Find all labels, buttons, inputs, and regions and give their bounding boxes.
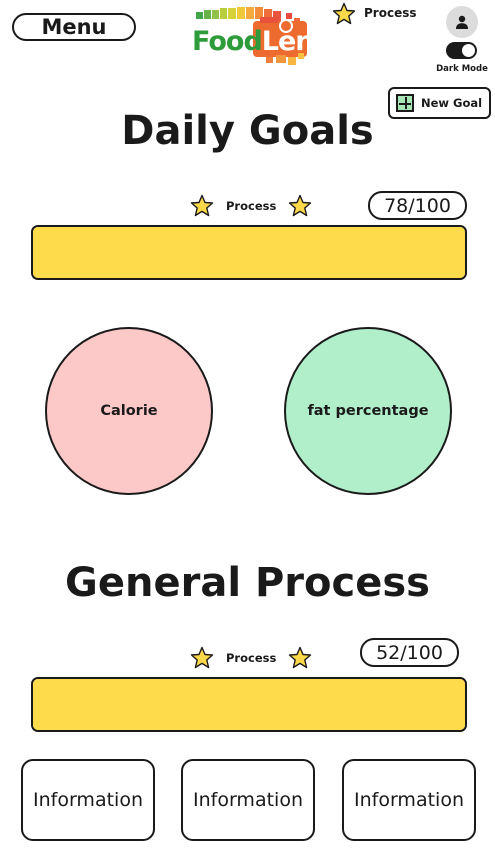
daily-goals-counter: 78/100 [368,191,467,220]
daily-goals-progress-fill [33,227,465,278]
information-card-3[interactable]: Information [342,759,476,841]
logo-text-lens: Lens [261,26,330,57]
dark-mode-toggle[interactable] [446,42,477,59]
logo-wordmark: FoodLens [192,26,330,58]
general-process-title: General Process [65,560,430,606]
star-icon [332,2,356,24]
daily-goals-progress-bar [31,225,467,280]
star-icon [190,646,214,669]
information-card-2[interactable]: Information [181,759,315,841]
daily-process-label-row: Process [190,194,312,217]
calorie-circle[interactable]: Calorie [45,327,213,495]
general-process-progress-bar [31,677,467,732]
daily-process-label: Process [226,198,277,213]
toggle-knob [462,44,475,57]
calorie-label: Calorie [100,403,158,419]
general-process-label: Process [226,650,277,665]
fat-percentage-label: fat percentage [307,403,429,419]
new-goal-button[interactable]: New Goal [388,87,491,119]
new-goal-label: New Goal [421,96,483,110]
logo-text-food: Food [192,26,263,57]
header-process-indicator: Process [332,0,417,26]
general-process-progress-fill [33,679,465,730]
daily-goals-title: Daily Goals [121,108,374,154]
information-card-1[interactable]: Information [21,759,155,841]
logo-pixel-graphic [196,7,307,65]
foodlens-logo: FoodLens [190,7,330,69]
menu-button[interactable]: Menu [12,13,136,41]
plus-icon [396,94,414,112]
star-icon [289,646,312,669]
user-icon [456,15,468,29]
general-process-label-row: Process [190,646,312,669]
star-icon [190,194,214,217]
dark-mode-label: Dark Mode [436,64,488,74]
header-process-label: Process [364,6,417,20]
fat-percentage-circle[interactable]: fat percentage [284,327,452,495]
user-avatar[interactable] [446,6,478,38]
star-icon [289,194,312,217]
general-process-counter: 52/100 [360,638,459,667]
